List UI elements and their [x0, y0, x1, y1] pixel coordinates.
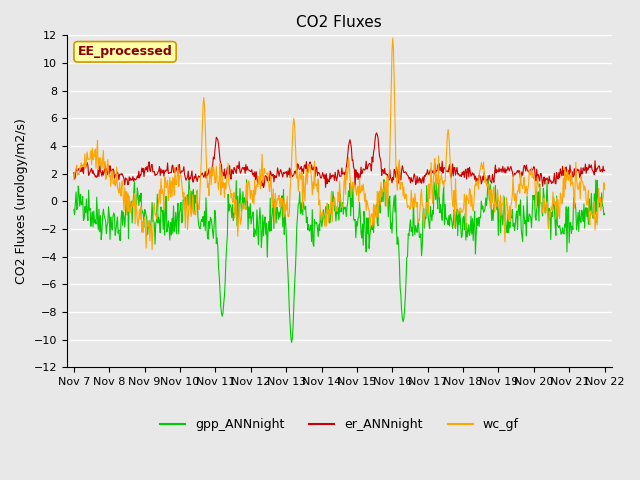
- wc_gf: [420, 211, 428, 216]
- Line: er_ANNnight: er_ANNnight: [74, 133, 605, 188]
- er_ANNnight: [188, 168, 196, 174]
- wc_gf: [70, 177, 77, 182]
- Line: gpp_ANNnight: gpp_ANNnight: [74, 176, 605, 343]
- gpp_ANNnight: [288, 340, 296, 346]
- er_ANNnight: [134, 175, 142, 180]
- Line: wc_gf: wc_gf: [74, 38, 605, 250]
- gpp_ANNnight: [404, 231, 412, 237]
- wc_gf: [79, 161, 87, 167]
- wc_gf: [405, 204, 413, 209]
- Text: EE_processed: EE_processed: [77, 45, 172, 58]
- wc_gf: [389, 35, 397, 41]
- wc_gf: [148, 247, 156, 252]
- wc_gf: [217, 192, 225, 198]
- Legend: gpp_ANNnight, er_ANNnight, wc_gf: gpp_ANNnight, er_ANNnight, wc_gf: [155, 413, 524, 436]
- er_ANNnight: [405, 176, 413, 182]
- gpp_ANNnight: [420, 206, 428, 212]
- gpp_ANNnight: [216, 289, 224, 295]
- er_ANNnight: [260, 185, 268, 191]
- er_ANNnight: [601, 168, 609, 173]
- gpp_ANNnight: [134, 192, 142, 198]
- wc_gf: [601, 186, 609, 192]
- gpp_ANNnight: [484, 173, 492, 179]
- er_ANNnight: [420, 172, 428, 178]
- er_ANNnight: [79, 171, 87, 177]
- gpp_ANNnight: [601, 211, 609, 216]
- wc_gf: [189, 192, 196, 198]
- Title: CO2 Fluxes: CO2 Fluxes: [296, 15, 382, 30]
- gpp_ANNnight: [79, 217, 87, 223]
- er_ANNnight: [216, 157, 224, 163]
- Y-axis label: CO2 Fluxes (urology/m2/s): CO2 Fluxes (urology/m2/s): [15, 119, 28, 284]
- gpp_ANNnight: [70, 207, 77, 213]
- er_ANNnight: [70, 170, 77, 176]
- gpp_ANNnight: [188, 207, 196, 213]
- wc_gf: [134, 223, 142, 229]
- er_ANNnight: [372, 130, 380, 136]
